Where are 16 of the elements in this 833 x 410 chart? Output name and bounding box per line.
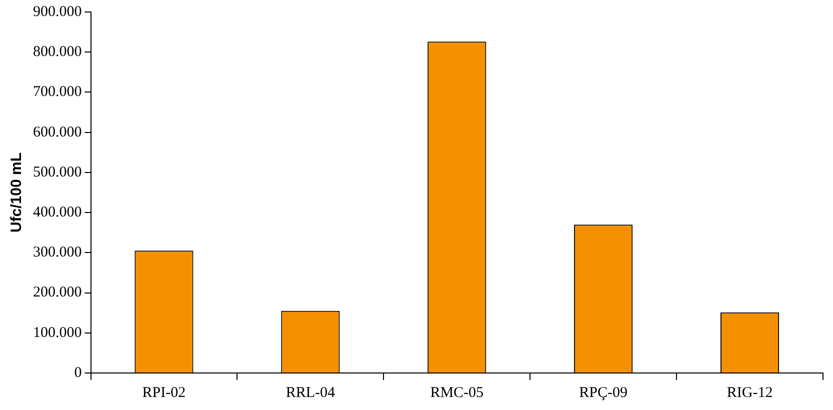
y-tick-label: 500.000: [33, 164, 82, 180]
x-tick-label: RIG-12: [726, 384, 773, 401]
x-tick-label: RPÇ-09: [579, 384, 628, 401]
y-tick-label: 200.000: [33, 284, 82, 301]
y-tick-label: 900.000: [33, 4, 82, 20]
x-tick-label: RRL-04: [286, 384, 336, 401]
y-tick-label: 800.000: [33, 44, 82, 60]
y-tick-label: 700.000: [33, 84, 82, 100]
y-tick-label: 0: [74, 364, 82, 381]
y-axis-title: Ufc/100 mL: [8, 152, 26, 233]
x-tick-label: RMC-05: [430, 384, 484, 401]
x-tick-label: RPI-02: [142, 384, 186, 401]
y-tick-label: 600.000: [33, 124, 82, 140]
y-tick-label: 300.000: [33, 244, 82, 261]
y-tick-label: 100.000: [33, 324, 82, 341]
y-tick-label: 400.000: [33, 204, 82, 220]
